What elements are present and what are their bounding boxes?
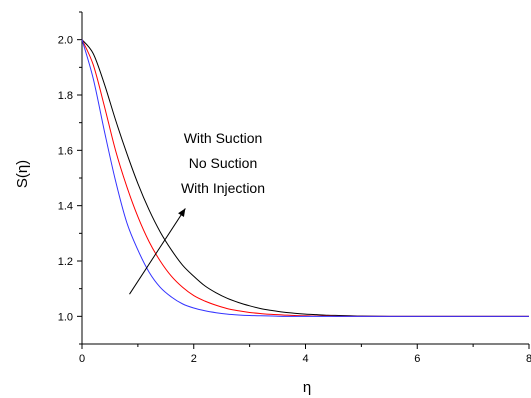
x-tick-label: 6: [414, 353, 420, 365]
x-axis-title: η: [303, 379, 311, 396]
series-line-3: [81, 39, 529, 317]
y-tick-label: 1.4: [58, 201, 73, 213]
y-tick-label: 2.0: [58, 35, 73, 47]
annotation-line-no-suction: No Suction: [189, 155, 257, 171]
annotation-arrow-shaft: [129, 208, 186, 295]
annotation: With Suction No Suction With Injection: [129, 130, 265, 295]
series-group: [81, 39, 529, 317]
y-tick-label: 1.8: [58, 90, 73, 102]
annotation-line-with-injection: With Injection: [181, 180, 265, 196]
x-tick-label: 4: [302, 353, 308, 365]
y-tick-label: 1.6: [58, 145, 73, 157]
annotation-arrow-head: [178, 208, 186, 218]
y-tick-label: 1.0: [58, 311, 73, 323]
axes: 0 2 4 6 8 1.0 1.2 1.4 1.6 1.8 2.0: [58, 11, 531, 365]
x-tick-label: 8: [526, 353, 531, 365]
y-tick-label: 1.2: [58, 256, 73, 268]
x-tick-label: 0: [79, 353, 85, 365]
annotation-line-with-suction: With Suction: [184, 130, 263, 146]
x-tick-label: 2: [191, 353, 197, 365]
y-axis-title: S(η): [14, 160, 31, 188]
